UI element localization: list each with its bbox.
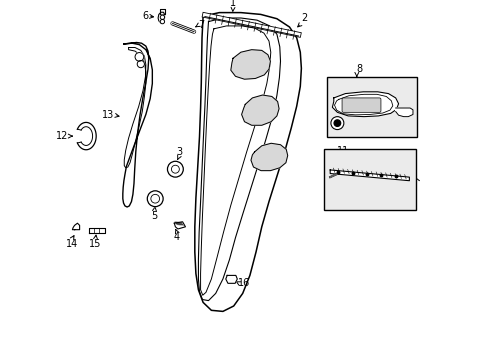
Circle shape (160, 19, 164, 24)
Circle shape (330, 117, 343, 130)
Text: 4: 4 (173, 232, 180, 242)
Polygon shape (332, 92, 398, 117)
Polygon shape (225, 275, 237, 283)
Text: 12: 12 (56, 131, 69, 141)
Polygon shape (122, 42, 152, 207)
Text: 10: 10 (404, 176, 416, 186)
Text: 2: 2 (301, 13, 307, 23)
Text: 16: 16 (238, 278, 250, 288)
Text: 5: 5 (151, 211, 157, 221)
FancyBboxPatch shape (323, 149, 415, 210)
Text: 6: 6 (142, 11, 148, 21)
Circle shape (151, 194, 159, 203)
Polygon shape (89, 228, 104, 233)
Circle shape (137, 60, 144, 68)
Circle shape (333, 120, 340, 126)
Text: 3: 3 (176, 147, 182, 157)
Text: 11: 11 (337, 145, 349, 156)
Text: 9: 9 (334, 121, 340, 131)
Polygon shape (230, 50, 270, 79)
Polygon shape (72, 223, 80, 230)
Polygon shape (241, 95, 279, 125)
FancyBboxPatch shape (326, 77, 416, 137)
Polygon shape (160, 9, 165, 14)
Polygon shape (158, 12, 164, 23)
Circle shape (147, 191, 163, 207)
Polygon shape (395, 108, 412, 117)
FancyBboxPatch shape (342, 98, 380, 112)
Text: 1: 1 (229, 0, 236, 8)
Polygon shape (250, 143, 287, 171)
Polygon shape (194, 13, 301, 311)
Text: 14: 14 (65, 239, 78, 249)
Text: 7: 7 (198, 20, 204, 30)
Text: 15: 15 (89, 239, 102, 249)
Circle shape (167, 161, 183, 177)
Circle shape (135, 53, 143, 61)
Circle shape (171, 165, 179, 173)
Text: 13: 13 (102, 110, 114, 120)
Polygon shape (329, 170, 408, 181)
Text: 8: 8 (356, 64, 362, 74)
Circle shape (160, 15, 164, 19)
Polygon shape (174, 222, 185, 229)
